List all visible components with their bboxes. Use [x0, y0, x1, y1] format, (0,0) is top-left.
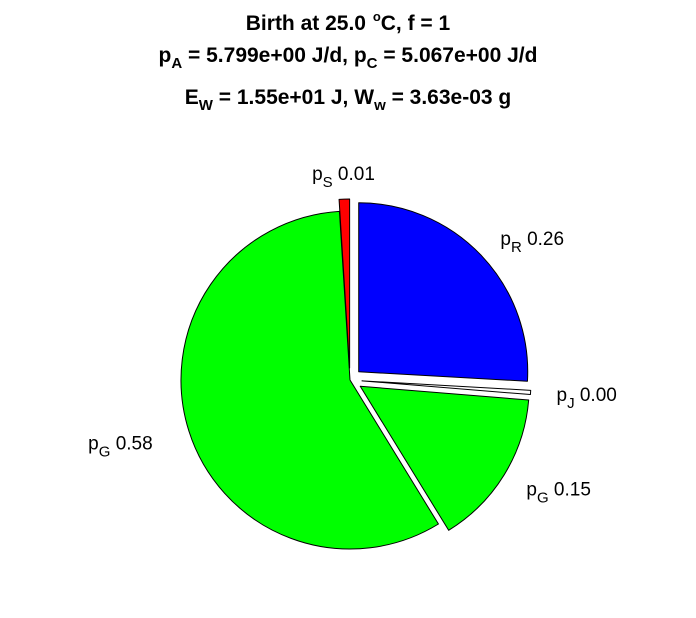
- ew-symbol: E: [184, 86, 199, 109]
- title-suffix: C, f = 1: [380, 12, 451, 35]
- pie-labels: pR 0.26 pJ 0.00 pG 0.15 pG 0.58 pS 0.01: [88, 164, 617, 506]
- ww-value: = 3.63e-03 g: [385, 86, 512, 109]
- chart-title-line-3: EW = 1.55e+01 J, Ww = 3.63e-03 g: [0, 86, 696, 114]
- chart-title-line-1: Birth at 25.0 oC, f = 1: [0, 9, 696, 36]
- pa-value: = 5.799e+00 J/d,: [182, 44, 354, 67]
- ww-symbol: W: [354, 86, 375, 109]
- pie-slice-g-0.15: [359, 385, 530, 531]
- pie-slice-j-0.00: [361, 380, 532, 396]
- pie-label-s-0.01: pS 0.01: [312, 164, 375, 191]
- pie-slice-g-0.58: [180, 210, 439, 550]
- pie-label-j-0.00: pJ 0.00: [557, 385, 617, 412]
- pa-subscript: A: [171, 55, 183, 72]
- ww-subscript: w: [374, 97, 386, 114]
- pie-label-g-0.58: pG 0.58: [88, 434, 153, 461]
- pie-slice-r-0.26: [358, 202, 529, 382]
- pie-label-g-0.15: pG 0.15: [526, 479, 591, 506]
- pie-slice-s-0.01: [338, 198, 351, 369]
- degree-symbol: o: [372, 9, 381, 24]
- pc-symbol: p: [353, 44, 367, 67]
- ew-subscript: W: [198, 97, 213, 114]
- pie-slices: [180, 198, 532, 550]
- pc-value: = 5.067e+00 J/d: [377, 44, 538, 67]
- pc-subscript: C: [366, 55, 378, 72]
- pa-symbol: p: [158, 44, 172, 67]
- chart-title-line-2: pA = 5.799e+00 J/d, pC = 5.067e+00 J/d: [0, 44, 696, 72]
- ew-value: = 1.55e+01 J,: [212, 86, 355, 109]
- title-prefix: Birth at 25.0: [245, 12, 372, 35]
- pie-label-r-0.26: pR 0.26: [500, 229, 564, 256]
